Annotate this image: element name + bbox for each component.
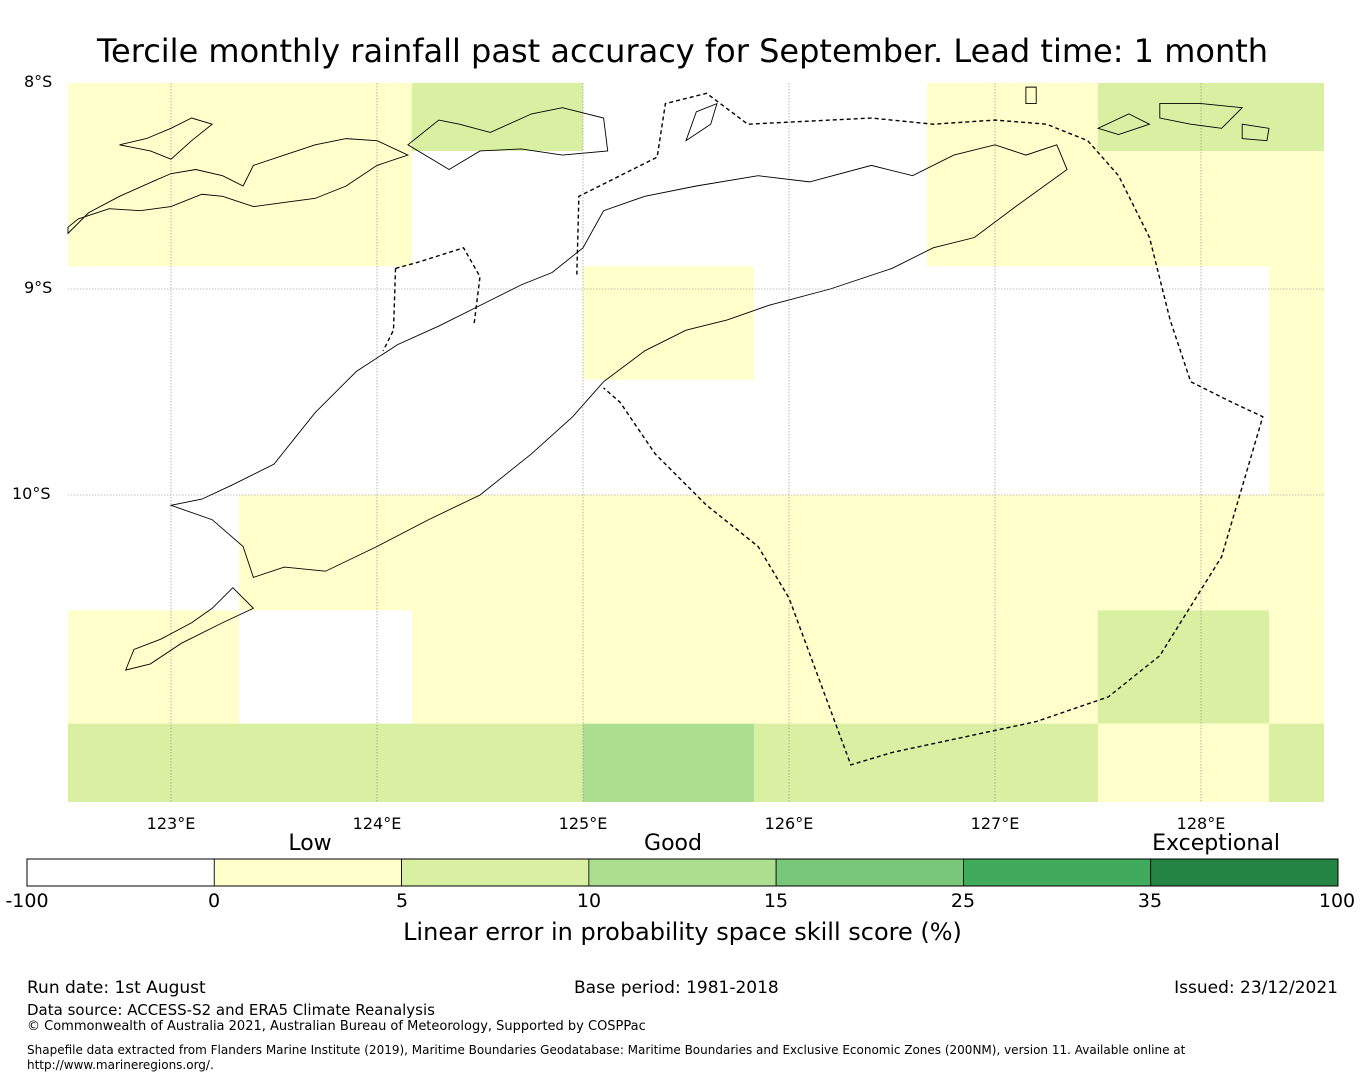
skill-cell (1098, 83, 1324, 151)
skill-cell (583, 266, 754, 380)
skill-cell (68, 83, 413, 267)
skill-cell (412, 610, 1098, 724)
colorbar-tick: 100 (1318, 890, 1356, 912)
colorbar-tick: 10 (576, 890, 602, 912)
skill-cell (1098, 610, 1269, 724)
colorbar-segment (26, 858, 215, 887)
colorbar-title: Linear error in probability space skill … (403, 918, 962, 946)
skill-cell (412, 83, 583, 151)
coastline (1096, 113, 1151, 135)
colorbar-tick: 0 (207, 890, 221, 912)
skill-cell (1268, 266, 1324, 495)
colorbar-frame (26, 858, 1339, 887)
eez-boundary (576, 92, 1264, 766)
skill-grid-cells (68, 83, 1325, 802)
category-good: Good (644, 831, 702, 856)
skill-cell (1098, 723, 1269, 802)
colorbar-segment (963, 858, 1152, 887)
skill-cell (68, 723, 583, 802)
lon-label-127e: 127°E (970, 814, 1020, 833)
lat-label-8s: 8°S (24, 72, 53, 91)
skill-cell (238, 495, 1325, 611)
coastline (67, 138, 410, 235)
coastline (1025, 86, 1037, 105)
coastline (407, 107, 609, 171)
lon-label-125e: 125°E (558, 814, 608, 833)
coastline (1241, 123, 1270, 142)
skill-cell (1098, 150, 1324, 267)
coastlines (67, 86, 1270, 671)
coastline (119, 117, 214, 160)
colorbar-segment (775, 858, 964, 887)
colorbar-tick: 15 (763, 890, 789, 912)
colorbar-segment (588, 858, 777, 887)
copyright: © Commonwealth of Australia 2021, Austra… (27, 1019, 646, 1034)
issued-date: Issued: 23/12/2021 (1174, 978, 1338, 998)
base-period: Base period: 1981-2018 (574, 978, 779, 998)
skill-cell (68, 610, 239, 724)
shapefile-url: http://www.marineregions.org/. (27, 1058, 214, 1072)
skill-cell (927, 83, 1098, 267)
lon-label-123e: 123°E (146, 814, 196, 833)
skill-cell (583, 723, 754, 802)
eez-boundary (382, 268, 397, 352)
run-date: Run date: 1st August (27, 978, 206, 998)
colorbar-segment (401, 858, 590, 887)
coastline (1159, 103, 1244, 129)
skill-cell (753, 723, 1098, 802)
colorbar-tick: -100 (5, 890, 49, 912)
colorbar-tick: 25 (950, 890, 976, 912)
maritime-boundaries (382, 92, 1264, 766)
lat-label-10s: 10°S (12, 484, 51, 503)
colorbar-tick: 5 (395, 890, 409, 912)
graticule (68, 83, 1324, 802)
shapefile-credit: Shapefile data extracted from Flanders M… (27, 1043, 1186, 1057)
colorbar-segment (213, 858, 402, 887)
eez-boundary (395, 246, 481, 327)
coastline (124, 587, 255, 671)
lat-label-9s: 9°S (24, 278, 53, 297)
data-source: Data source: ACCESS-S2 and ERA5 Climate … (27, 1001, 435, 1019)
coastline (169, 144, 1068, 578)
skill-cell (1268, 610, 1324, 724)
coastline (685, 102, 718, 142)
lon-label-128e: 128°E (1176, 814, 1226, 833)
lon-label-124e: 124°E (352, 814, 402, 833)
category-exceptional: Exceptional (1152, 831, 1280, 856)
category-low: Low (288, 831, 332, 856)
chart-title: Tercile monthly rainfall past accuracy f… (96, 32, 1269, 70)
colorbar-tick: 35 (1137, 890, 1163, 912)
skill-cell (1268, 723, 1324, 802)
colorbar-segment (1150, 858, 1339, 887)
colorbar (26, 858, 1339, 887)
lon-label-126e: 126°E (764, 814, 814, 833)
